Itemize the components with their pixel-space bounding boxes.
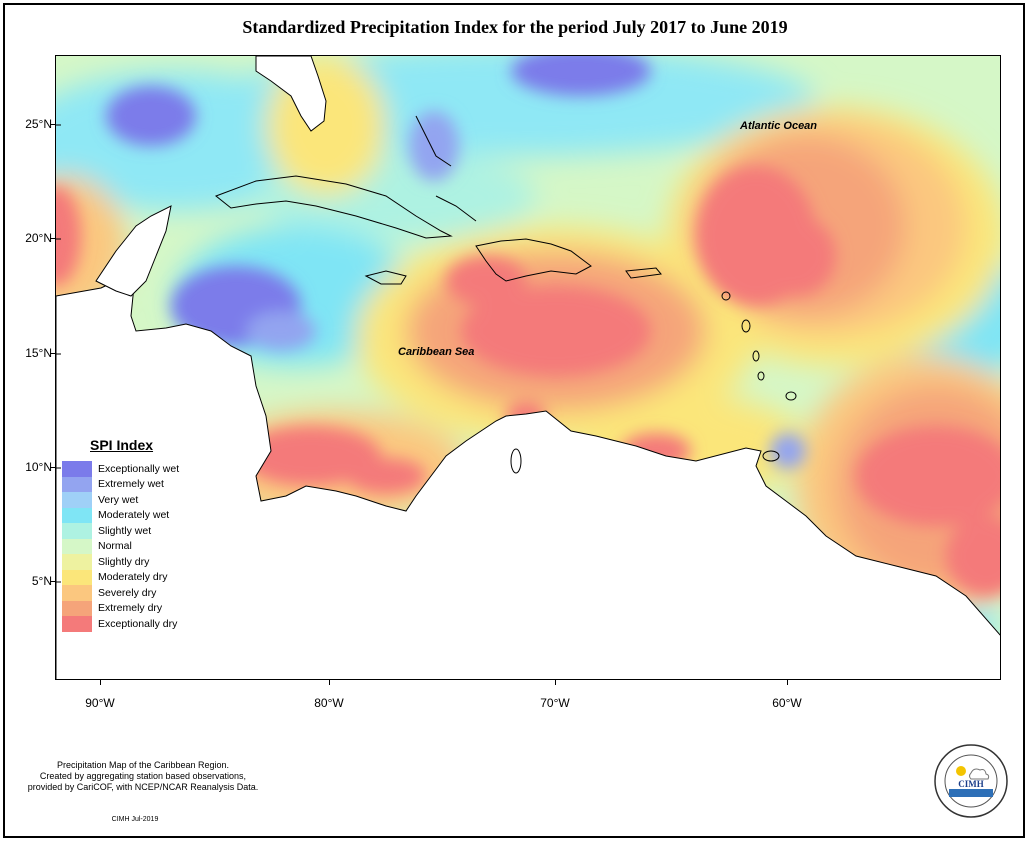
water-icon bbox=[949, 789, 993, 797]
x-tickmark bbox=[787, 680, 788, 685]
footnote-line-3: provided by CariCOF, with NCEP/NCAR Rean… bbox=[27, 782, 259, 792]
legend-item: Exceptionally dry bbox=[62, 616, 197, 632]
y-tickmark bbox=[50, 124, 55, 125]
credit: CIMH Jul-2019 bbox=[111, 816, 159, 823]
sun-icon bbox=[956, 766, 966, 776]
legend-swatch bbox=[62, 523, 92, 539]
footnote-line-2: Created by aggregating station based obs… bbox=[39, 771, 247, 781]
legend-label: Severely dry bbox=[98, 586, 157, 599]
legend-swatch bbox=[62, 554, 92, 570]
legend-swatch bbox=[62, 476, 92, 492]
y-tick-5n: 5°N bbox=[31, 574, 52, 588]
y-tick-10n: 10°N bbox=[25, 460, 52, 474]
legend-item: Extremely dry bbox=[62, 600, 197, 616]
y-tick-25n: 25°N bbox=[25, 117, 52, 131]
footnote-line-1: Precipitation Map of the Caribbean Regio… bbox=[56, 760, 230, 770]
legend-swatch bbox=[62, 538, 92, 554]
map-title: Standardized Precipitation Index for the… bbox=[242, 17, 788, 37]
legend-item: Moderately dry bbox=[62, 569, 197, 585]
y-tickmark bbox=[50, 581, 55, 582]
legend-swatch bbox=[62, 585, 92, 601]
legend-swatch bbox=[62, 461, 92, 477]
x-tickmark bbox=[555, 680, 556, 685]
x-tick-90w: 90°W bbox=[85, 696, 115, 710]
cimh-logo-graphic: CIMH bbox=[934, 744, 1008, 818]
footnote: Precipitation Map of the Caribbean Regio… bbox=[8, 760, 278, 793]
legend-label: Extremely wet bbox=[98, 478, 164, 491]
x-tickmark bbox=[329, 680, 330, 685]
y-tickmark bbox=[50, 353, 55, 354]
legend-title: SPI Index bbox=[90, 437, 154, 453]
legend-item: Slightly wet bbox=[62, 523, 197, 539]
legend-item: Severely dry bbox=[62, 585, 197, 601]
y-tickmark bbox=[50, 467, 55, 468]
legend-swatch bbox=[62, 569, 92, 585]
x-tick-70w: 70°W bbox=[540, 696, 570, 710]
legend-label: Extremely dry bbox=[98, 602, 163, 615]
cloud-icon bbox=[969, 768, 990, 780]
legend-label: Slightly wet bbox=[98, 524, 152, 537]
legend-item: Moderately wet bbox=[62, 507, 197, 523]
legend-swatch bbox=[62, 507, 92, 523]
legend-items: Exceptionally wet Extremely wet Very wet Mo… bbox=[62, 461, 197, 632]
legend-label: Exceptionally wet bbox=[98, 462, 180, 475]
legend-label: Moderately dry bbox=[98, 571, 168, 584]
spi-map[interactable] bbox=[55, 55, 1001, 680]
caribbean-sea-label: Caribbean Sea bbox=[398, 346, 475, 358]
x-tick-80w: 80°W bbox=[314, 696, 344, 710]
legend-label: Normal bbox=[98, 540, 132, 553]
y-tick-20n: 20°N bbox=[25, 231, 52, 245]
legend-swatch bbox=[62, 600, 92, 616]
x-tick-60w: 60°W bbox=[772, 696, 802, 710]
legend-item: Very wet bbox=[62, 492, 197, 508]
legend-label: Moderately wet bbox=[98, 509, 170, 522]
legend-item: Slightly dry bbox=[62, 554, 197, 570]
y-tickmark bbox=[50, 238, 55, 239]
atlantic-ocean-label: Atlantic Ocean bbox=[740, 120, 818, 132]
legend-label: Very wet bbox=[98, 493, 139, 506]
legend-item: Normal bbox=[62, 538, 197, 554]
spi-legend: SPI Index Exceptionally wet Extremely wet… bbox=[62, 437, 197, 632]
legend-item: Exceptionally wet bbox=[62, 461, 197, 477]
cimh-logo: CIMH bbox=[933, 743, 1009, 819]
legend-label: Exceptionally dry bbox=[98, 617, 178, 630]
y-tick-15n: 15°N bbox=[25, 346, 52, 360]
spi-map-canvas bbox=[56, 56, 1000, 679]
legend-swatch bbox=[62, 616, 92, 632]
x-tickmark bbox=[100, 680, 101, 685]
logo-text: CIMH bbox=[958, 779, 984, 789]
legend-label: Slightly dry bbox=[98, 555, 150, 568]
legend-swatch bbox=[62, 492, 92, 508]
legend-item: Extremely wet bbox=[62, 476, 197, 492]
